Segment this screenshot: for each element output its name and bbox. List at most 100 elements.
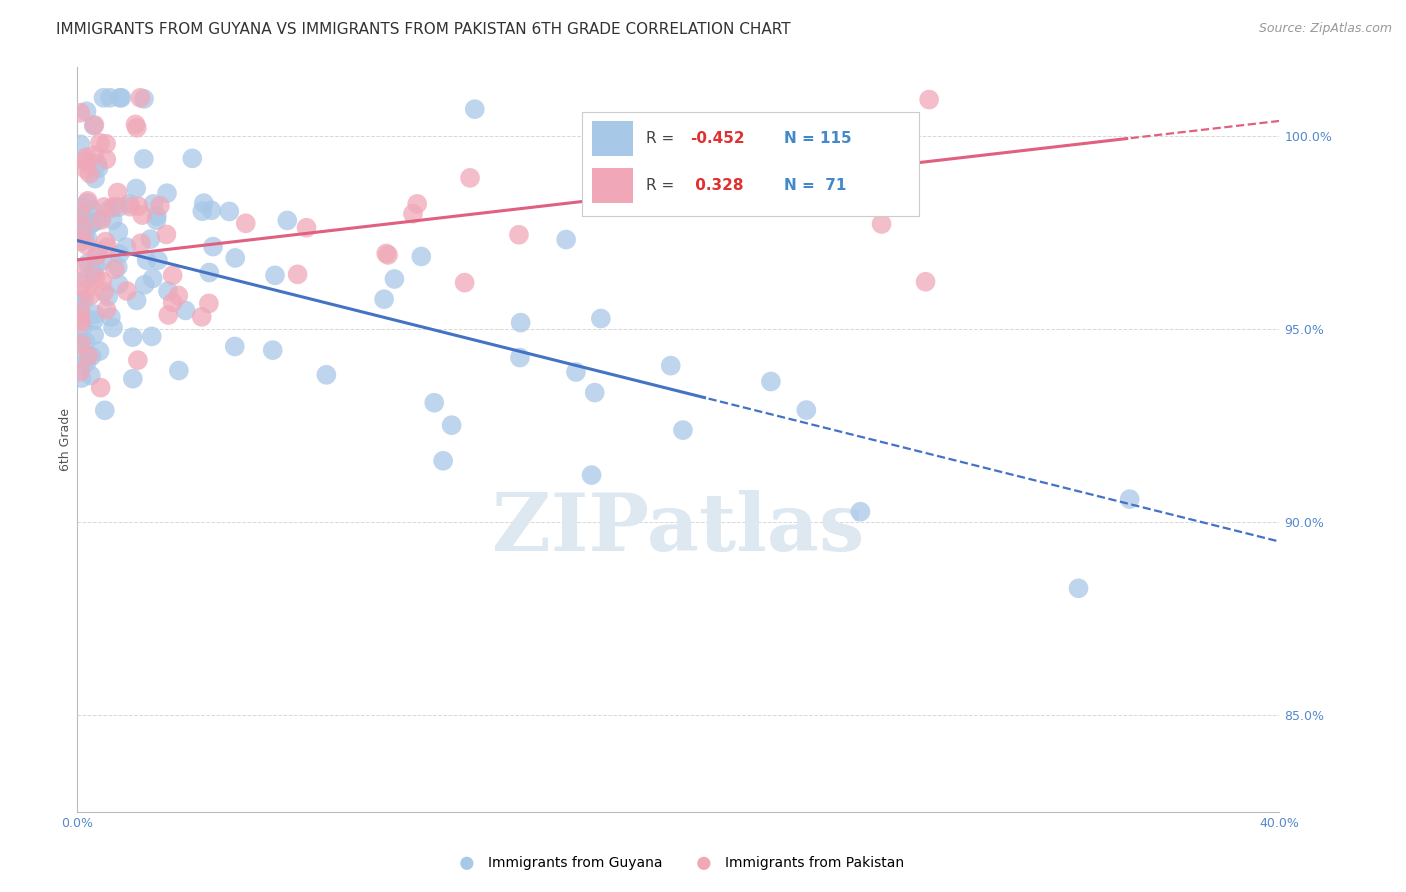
Point (110, 91, 132, 105)
Point (402, 207, 425, 221)
Point (659, 359, 682, 373)
Point (142, 271, 165, 285)
Point (76, 231, 98, 245)
Point (69, 212, 91, 227)
Point (191, 310, 214, 324)
Point (849, 505, 872, 519)
Point (69, 207, 91, 221)
Point (75, 155, 97, 169)
Point (94, 136, 117, 151)
Point (124, 118, 146, 132)
Point (93, 91, 115, 105)
Point (509, 316, 531, 330)
Point (162, 268, 184, 283)
Point (174, 303, 197, 318)
Point (162, 295, 184, 310)
Point (72, 200, 94, 214)
Point (131, 208, 153, 222)
Point (87, 161, 110, 175)
Point (200, 203, 222, 218)
Point (157, 308, 180, 322)
Point (287, 268, 309, 282)
Point (75, 271, 97, 285)
Point (581, 468, 603, 483)
Point (406, 197, 429, 211)
Point (224, 251, 246, 265)
Point (794, 403, 817, 417)
Point (103, 200, 125, 214)
Point (80, 368, 103, 383)
Point (107, 225, 129, 239)
Point (94, 235, 117, 249)
Point (69, 304, 91, 318)
Point (156, 284, 179, 298)
Point (69, 105, 91, 120)
Point (181, 152, 204, 166)
Point (83, 313, 105, 327)
Point (73, 220, 96, 235)
Point (89, 136, 111, 150)
Point (377, 248, 399, 262)
Point (870, 217, 893, 231)
Point (87, 245, 110, 260)
Point (142, 197, 165, 211)
Point (70, 235, 93, 249)
Point (83, 148, 105, 162)
Point (91, 253, 114, 268)
Point (375, 246, 398, 260)
Point (100, 310, 122, 324)
Point (69, 226, 91, 240)
Point (84, 259, 107, 273)
Point (82, 203, 104, 218)
Point (89, 344, 111, 359)
Point (453, 276, 475, 290)
Point (125, 120, 148, 135)
Point (97, 289, 120, 303)
Point (70, 371, 93, 385)
Point (75, 356, 97, 370)
Point (1067, 582, 1090, 596)
Point (73, 221, 96, 235)
Y-axis label: 6th Grade: 6th Grade (59, 408, 72, 471)
Point (198, 266, 221, 280)
Point (235, 216, 257, 230)
Point (69, 277, 91, 292)
Point (76, 194, 98, 208)
Point (98, 91, 121, 105)
Point (115, 284, 138, 298)
Text: 0.328: 0.328 (690, 178, 744, 194)
Point (69, 209, 91, 223)
Point (139, 232, 162, 246)
Point (69, 210, 91, 224)
Point (69, 298, 91, 312)
Point (93, 200, 115, 214)
Point (672, 423, 695, 437)
Point (72, 260, 94, 274)
Point (75, 284, 97, 298)
Point (155, 227, 177, 242)
Point (440, 418, 463, 433)
Point (101, 213, 124, 227)
Point (384, 272, 406, 286)
Point (70, 316, 93, 330)
Point (90, 213, 112, 227)
FancyBboxPatch shape (592, 168, 633, 203)
Point (79, 289, 101, 303)
Point (84, 270, 107, 285)
Text: N = 115: N = 115 (785, 131, 852, 146)
Point (146, 253, 169, 268)
Point (83, 267, 105, 281)
Point (82, 216, 104, 230)
Point (75, 334, 97, 349)
Point (104, 262, 127, 277)
Point (75, 162, 97, 177)
Point (132, 92, 155, 106)
Point (101, 320, 124, 334)
Point (73, 227, 96, 242)
Text: Source: ZipAtlas.com: Source: ZipAtlas.com (1258, 22, 1392, 36)
Point (264, 268, 287, 283)
Point (82, 216, 104, 230)
Point (432, 454, 454, 468)
Point (96, 153, 118, 167)
Point (76, 104, 98, 119)
